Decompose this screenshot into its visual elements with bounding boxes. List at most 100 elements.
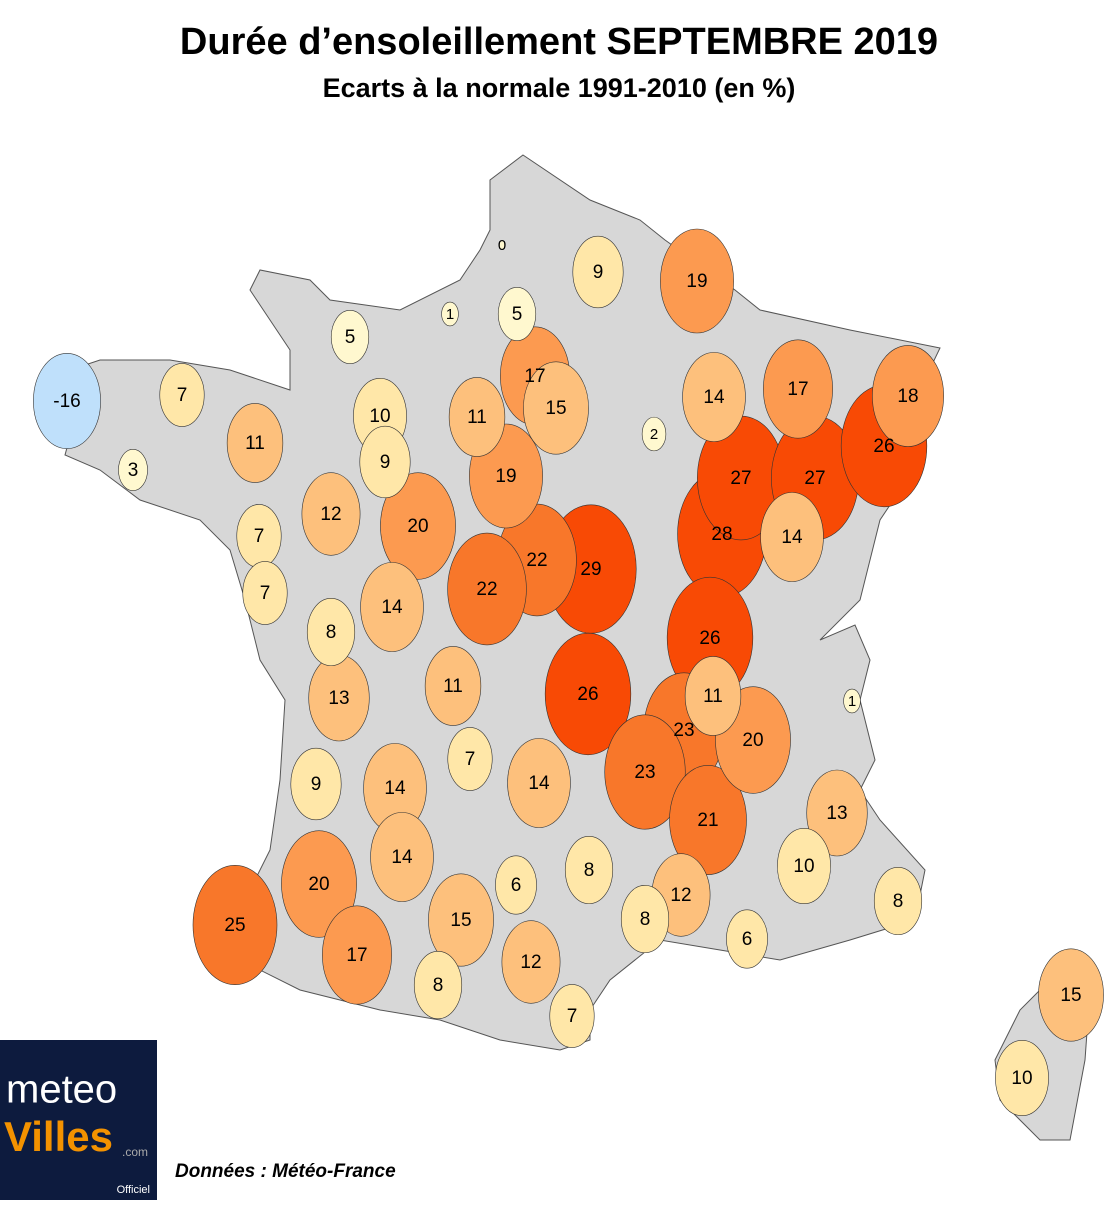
bubble xyxy=(843,688,861,714)
bubble-label: 7 xyxy=(177,385,188,406)
bubble-label: 15 xyxy=(1060,985,1081,1006)
bubble-label: 26 xyxy=(577,684,598,705)
bubble-label: 18 xyxy=(897,386,918,407)
bubble xyxy=(448,377,506,457)
bubble-label: 6 xyxy=(511,875,522,896)
logo: meteo Villes .com Officiel xyxy=(0,1040,157,1200)
bubble xyxy=(380,472,456,580)
bubble-label: 3 xyxy=(128,460,139,481)
bubble xyxy=(359,425,411,499)
bubble-label: 26 xyxy=(873,436,894,457)
bubble-label: 9 xyxy=(311,774,322,795)
bubble-label: 20 xyxy=(407,516,428,537)
bubble xyxy=(620,884,670,954)
title: Durée d’ensoleillement SEPTEMBRE 2019 xyxy=(180,21,938,63)
bubble xyxy=(760,492,824,582)
bubble xyxy=(33,352,101,450)
logo-box xyxy=(0,1040,157,1200)
bubble-label: 17 xyxy=(524,366,545,387)
bubble-label: 11 xyxy=(245,433,265,454)
bubble xyxy=(501,920,561,1004)
bubble xyxy=(360,562,424,652)
bubble-label: 10 xyxy=(1011,1068,1032,1089)
bubble-label: 7 xyxy=(254,526,265,547)
bubble-label: 21 xyxy=(697,810,718,831)
bubble-label: 19 xyxy=(495,466,516,487)
bubble xyxy=(290,747,342,821)
bubble-label: 17 xyxy=(787,379,808,400)
bubble-label: 15 xyxy=(545,398,566,419)
bubble xyxy=(441,301,459,327)
bubble-label: 20 xyxy=(308,874,329,895)
bubble-label: 14 xyxy=(781,527,803,548)
bubble-label: 13 xyxy=(328,688,349,709)
bubble-label: 1 xyxy=(446,306,454,323)
bubble xyxy=(995,1039,1049,1117)
bubble xyxy=(544,632,632,756)
bubble-label: 5 xyxy=(345,327,356,348)
bubble-label: 8 xyxy=(433,975,444,996)
bubble xyxy=(660,228,734,334)
bubble-label: 2 xyxy=(650,426,658,443)
bubble xyxy=(564,835,614,905)
bubble-label: 20 xyxy=(742,730,763,751)
bubble xyxy=(507,738,571,828)
bubble-label: 17 xyxy=(346,945,367,966)
bubble-label: 15 xyxy=(450,910,471,931)
bubble xyxy=(413,950,463,1020)
bubble-label: -16 xyxy=(53,391,80,412)
bubble-label: 29 xyxy=(580,559,601,580)
bubble xyxy=(498,240,506,250)
bubble-label: 1 xyxy=(848,693,856,710)
bubble-label: 26 xyxy=(699,628,720,649)
bubble-label: 10 xyxy=(793,856,814,877)
bubble xyxy=(873,866,923,936)
bubble xyxy=(549,984,595,1048)
logo-tag: Officiel xyxy=(117,1184,150,1196)
bubble-label: 22 xyxy=(476,579,497,600)
bubble xyxy=(641,416,667,452)
bubble-label: 23 xyxy=(634,762,655,783)
bubble-label: 9 xyxy=(380,452,391,473)
bubble xyxy=(424,646,482,726)
bubble xyxy=(447,727,493,791)
bubble-label: 6 xyxy=(742,929,753,950)
bubble xyxy=(301,472,361,556)
bubble-label: 25 xyxy=(224,915,245,936)
bubble-label: 28 xyxy=(711,524,732,545)
subtitle: Ecarts à la normale 1991-2010 (en %) xyxy=(323,73,796,103)
bubble xyxy=(322,905,392,1005)
bubble-label: 9 xyxy=(593,262,604,283)
bubble-label: 5 xyxy=(512,304,523,325)
bubble xyxy=(495,855,537,915)
bubble xyxy=(242,561,288,625)
bubble-label: 12 xyxy=(670,885,691,906)
bubble xyxy=(447,532,527,646)
bubble-label: 7 xyxy=(465,749,476,770)
bubble xyxy=(806,769,868,857)
bubble-label: 19 xyxy=(686,271,707,292)
bubble-label: 7 xyxy=(260,583,271,604)
bubble-label: 14 xyxy=(384,778,406,799)
bubble-label: 23 xyxy=(673,720,694,741)
logo-domain: .com xyxy=(122,1145,148,1159)
bubble-label: 11 xyxy=(467,407,487,428)
bubble xyxy=(777,827,831,905)
bubble xyxy=(306,597,356,667)
bubble-label: 14 xyxy=(381,597,403,618)
bubble-label: 10 xyxy=(369,406,390,427)
bubble xyxy=(763,339,833,439)
bubble xyxy=(682,352,746,442)
bubble-label: 8 xyxy=(893,891,904,912)
bubble xyxy=(118,449,148,491)
bubble xyxy=(428,873,494,967)
logo-word: meteo xyxy=(6,1068,117,1112)
bubble-label: 22 xyxy=(526,550,547,571)
bubble xyxy=(281,830,357,938)
bubble xyxy=(684,656,742,736)
bubble-label: 14 xyxy=(391,847,413,868)
bubble xyxy=(497,287,537,341)
bubble-label: 7 xyxy=(567,1006,578,1027)
